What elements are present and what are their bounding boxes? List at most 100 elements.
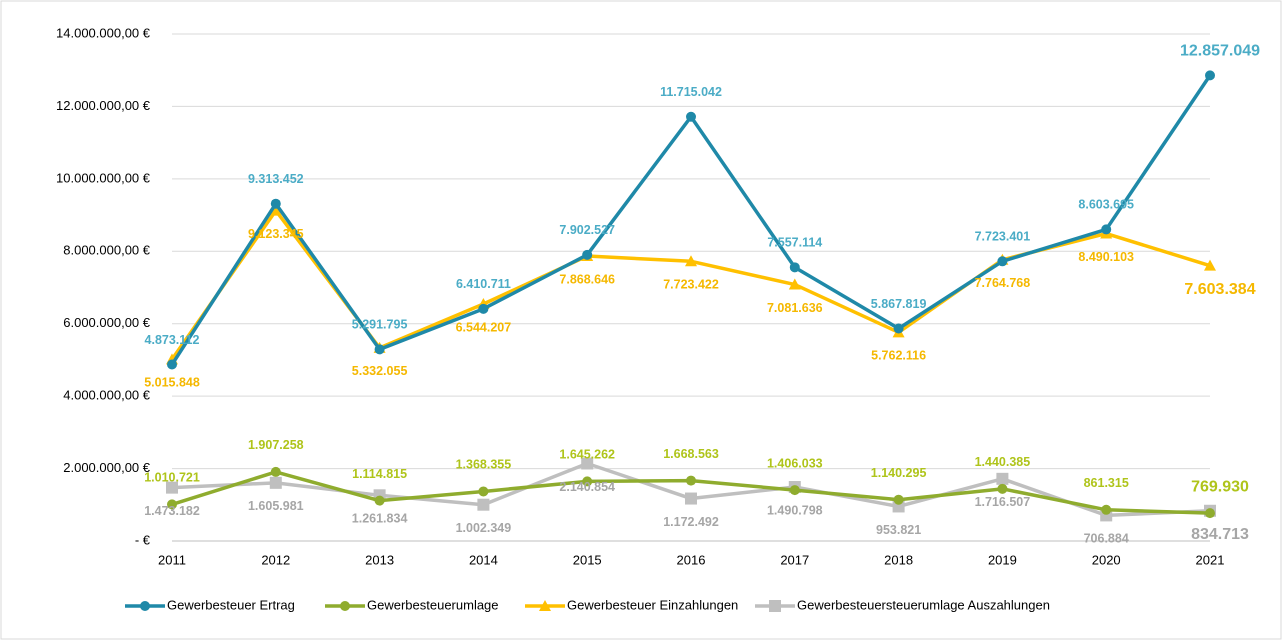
marker (166, 481, 178, 494)
value-label: 4.873.112 (145, 333, 200, 347)
value-label: 1.473.182 (144, 504, 200, 518)
value-label: 5.291.795 (352, 318, 408, 332)
value-label: 2.140.854 (559, 480, 615, 494)
value-label: 5.867.819 (871, 297, 927, 311)
x-tick-label: 2017 (780, 552, 809, 567)
marker (1205, 508, 1215, 519)
marker (893, 494, 904, 505)
value-label: 1.140.295 (871, 466, 927, 480)
legend-marker (539, 600, 551, 611)
marker (582, 476, 593, 487)
value-label: 861.315 (1084, 476, 1129, 490)
value-label: 706.884 (1084, 532, 1129, 546)
marker (582, 249, 593, 260)
value-label: 7.723.401 (975, 230, 1031, 244)
value-label: 11.715.042 (660, 85, 722, 99)
value-label: 1.490.798 (767, 503, 823, 517)
marker (685, 492, 697, 505)
marker (997, 483, 1008, 494)
marker (1205, 70, 1215, 81)
marker (789, 485, 800, 496)
value-label: 953.821 (876, 523, 921, 537)
value-label: 8.490.103 (1078, 250, 1134, 264)
value-label: 834.713 (1191, 526, 1249, 543)
legend-label: Gewerbesteuer Ertrag (167, 597, 295, 612)
marker (478, 303, 489, 314)
value-label: 12.857.049 (1180, 43, 1260, 60)
x-tick-label: 2018 (884, 552, 913, 567)
y-tick-label: 6.000.000,00 € (63, 315, 151, 330)
marker (1101, 224, 1112, 235)
value-label: 1.605.981 (248, 499, 304, 513)
value-label: 1.010.721 (144, 471, 200, 485)
marker (1204, 259, 1216, 271)
value-label: 5.015.848 (144, 376, 200, 390)
legend-marker (140, 601, 150, 611)
marker (686, 111, 696, 122)
value-label: 7.723.422 (663, 278, 719, 292)
x-tick-label: 2012 (261, 552, 290, 567)
marker (270, 466, 281, 477)
value-label: 5.762.116 (871, 349, 926, 363)
legend-marker (769, 600, 781, 612)
marker (893, 323, 904, 334)
marker (167, 499, 177, 510)
y-tick-label: 10.000.000,00 € (56, 170, 151, 185)
value-label: 1.261.834 (352, 512, 408, 526)
marker (167, 359, 177, 370)
value-label: 1.114.815 (352, 467, 407, 481)
marker (685, 255, 697, 267)
marker (374, 344, 385, 355)
value-label: 7.902.527 (559, 223, 615, 237)
value-label: 5.332.055 (352, 364, 408, 378)
value-label: 1.907.258 (248, 438, 304, 452)
value-label: 6.410.711 (456, 277, 511, 291)
x-tick-label: 2015 (573, 552, 602, 567)
legend-marker (340, 601, 350, 611)
value-label: 1.172.492 (663, 515, 719, 529)
x-tick-label: 2021 (1196, 552, 1225, 567)
legend-label: Gewerbesteuersteuerumlage Auszahlungen (797, 597, 1050, 612)
marker (270, 198, 281, 209)
value-label: 7.603.384 (1184, 281, 1255, 298)
value-label: 9.313.452 (248, 172, 304, 186)
marker (997, 256, 1008, 267)
y-tick-label: 14.000.000,00 € (56, 25, 151, 40)
value-label: 8.603.695 (1078, 198, 1134, 212)
marker (1101, 504, 1112, 515)
value-label: 6.544.207 (456, 320, 512, 334)
marker (478, 486, 489, 497)
y-tick-label: 8.000.000,00 € (63, 243, 151, 258)
legend-label: Gewerbesteuerumlage (367, 597, 499, 612)
value-label: 7.081.636 (767, 301, 823, 315)
value-label: 7.557.114 (767, 236, 822, 250)
value-label: 1.716.507 (975, 495, 1031, 509)
value-label: 7.764.768 (975, 276, 1031, 290)
value-label: 1.368.355 (456, 458, 512, 472)
x-tick-label: 2020 (1092, 552, 1121, 567)
marker (686, 475, 696, 486)
marker (269, 476, 282, 489)
marker (581, 457, 594, 470)
value-label: 769.930 (1191, 478, 1249, 495)
x-tick-label: 2013 (365, 552, 394, 567)
x-tick-label: 2016 (677, 552, 706, 567)
value-label: 1.440.385 (975, 455, 1031, 469)
marker (269, 204, 282, 216)
value-label: 9.123.345 (248, 227, 304, 241)
value-label: 1.645.262 (559, 448, 615, 462)
value-label: 1.406.033 (767, 456, 823, 470)
x-tick-label: 2019 (988, 552, 1017, 567)
y-tick-label: 12.000.000,00 € (56, 98, 151, 113)
marker (789, 262, 800, 273)
marker (788, 278, 801, 290)
marker (374, 495, 385, 506)
x-tick-label: 2011 (158, 552, 186, 567)
value-label: 7.868.646 (559, 272, 615, 286)
x-tick-label: 2014 (469, 552, 498, 567)
y-tick-label: - € (135, 532, 151, 547)
y-tick-label: 4.000.000,00 € (63, 388, 151, 403)
marker (996, 472, 1009, 485)
